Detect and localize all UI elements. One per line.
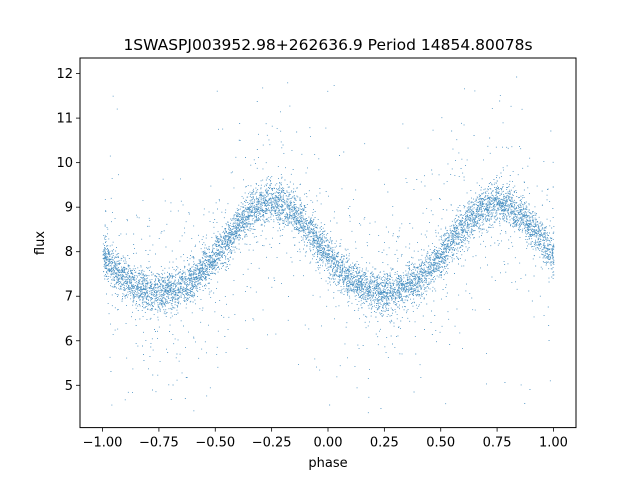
y-tick-label: 6 <box>65 334 73 349</box>
x-tick-label: 0.50 <box>426 436 455 451</box>
x-axis-label: phase <box>308 456 347 471</box>
x-tick-label: −0.25 <box>252 436 292 451</box>
x-tick-label: −0.75 <box>139 436 179 451</box>
scatter-points <box>102 76 555 414</box>
y-axis-label: flux <box>33 231 48 255</box>
y-tick-label: 9 <box>65 201 73 216</box>
scatter-point-cloud <box>102 76 555 414</box>
y-axis: 5 6 7 8 9 10 11 12 <box>56 67 80 394</box>
x-tick-label: 1.00 <box>539 436 568 451</box>
y-tick-label: 12 <box>56 67 73 82</box>
chart-title: 1SWASPJ003952.98+262636.9 Period 14854.8… <box>123 36 532 54</box>
x-tick-label: −1.00 <box>83 436 123 451</box>
y-tick-label: 5 <box>65 379 73 394</box>
y-tick-label: 10 <box>56 156 73 171</box>
x-tick-label: 0.00 <box>314 436 343 451</box>
x-tick-label: 0.25 <box>370 436 399 451</box>
plot-area <box>79 57 577 429</box>
x-tick-label: 0.75 <box>483 436 512 451</box>
y-tick-label: 7 <box>65 290 73 305</box>
x-tick-label: −0.50 <box>195 436 235 451</box>
y-tick-label: 11 <box>56 112 73 127</box>
x-axis: −1.00 −0.75 −0.50 −0.25 0.00 0.25 0.50 0.75 1.00 <box>83 427 568 451</box>
y-tick-label: 8 <box>65 245 73 260</box>
